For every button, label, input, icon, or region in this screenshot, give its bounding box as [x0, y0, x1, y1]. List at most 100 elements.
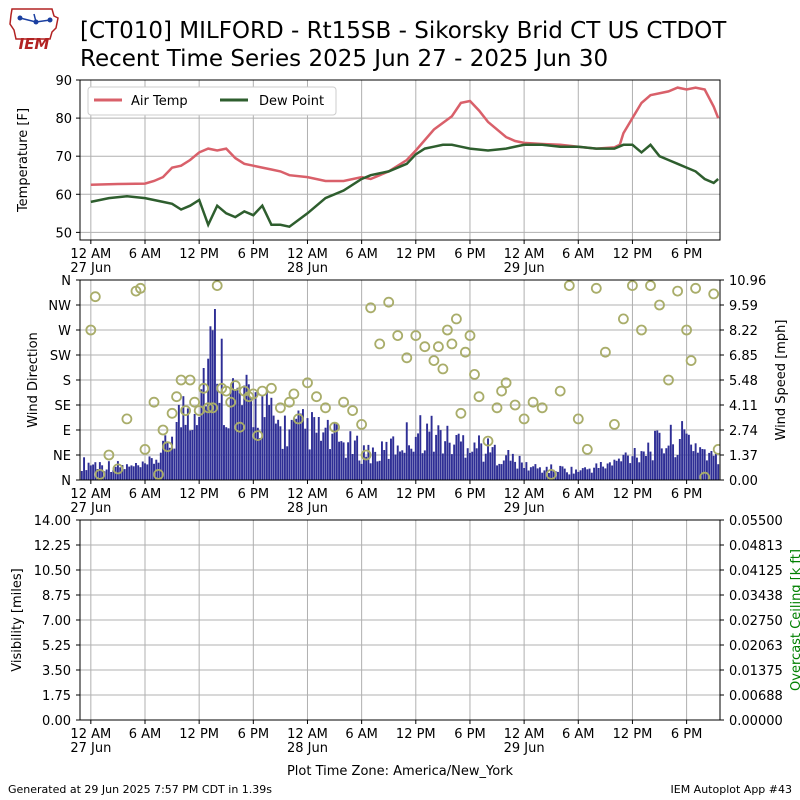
- wind-direction-point: [554, 385, 566, 397]
- wind-speed-bar: [148, 456, 151, 480]
- x-tick-label: 12 PM: [179, 727, 219, 742]
- speed-tick-label: 5.48: [729, 374, 758, 389]
- speed-tick-label: 9.59: [729, 299, 758, 314]
- wind-direction-point: [311, 391, 322, 403]
- wind-direction-point: [455, 407, 467, 419]
- wind-speed-bar: [631, 456, 634, 480]
- wind-direction-point: [256, 385, 268, 397]
- wind-direction-point: [229, 380, 241, 392]
- wind-speed-bar: [162, 440, 165, 480]
- ceiling-axis-label: Overcast Ceiling [k ft]: [789, 549, 800, 691]
- wind-speed-bar: [270, 397, 273, 480]
- x-tick-label: 12 AM: [504, 247, 545, 262]
- x-tick-label: 6 PM: [454, 487, 485, 502]
- wind-speed-bar: [283, 415, 286, 480]
- wind-speed-bar: [687, 434, 690, 480]
- wind-direction-point: [401, 352, 413, 364]
- wind-speed-bar: [561, 466, 564, 480]
- wind-speed-bar: [326, 419, 329, 480]
- wind-speed-bar: [286, 446, 289, 480]
- wind-speed-bar: [315, 432, 318, 480]
- wind-speed-bar: [570, 466, 573, 480]
- wind-speed-bar: [101, 465, 104, 480]
- x-tick-label: 12 AM: [287, 247, 328, 262]
- x-tick-label: 6 PM: [671, 487, 702, 502]
- wind-speed-bar: [110, 472, 113, 480]
- wind-speed-bar: [227, 428, 230, 480]
- wind-speed-bar: [622, 454, 625, 480]
- wind-direction-point: [509, 399, 521, 411]
- wind-speed-bar: [410, 448, 413, 480]
- wind-direction-point: [500, 377, 512, 389]
- wind-speed-bar: [489, 452, 492, 480]
- wind-speed-bar: [432, 451, 435, 480]
- wind-speed-bar: [191, 430, 194, 480]
- wind-speed-bar: [263, 417, 266, 480]
- wind-speed-bar: [304, 428, 307, 480]
- wind-speed-bar: [342, 442, 345, 480]
- wind-speed-bar: [663, 453, 665, 480]
- x-tick-label: 12 AM: [504, 487, 545, 502]
- wind-speed-bar: [365, 456, 368, 480]
- wind-speed-bar: [112, 469, 115, 480]
- timezone-label: Plot Time Zone: America/New_York: [286, 764, 514, 779]
- wind-direction-point: [274, 402, 286, 414]
- wind-speed-bar: [182, 396, 185, 480]
- wind-speed-bar: [500, 464, 503, 480]
- x-tick-label: 6 PM: [454, 727, 485, 742]
- x-tick-label: 6 PM: [671, 247, 702, 262]
- wind-direction-point: [681, 324, 692, 336]
- wind-speed-bar: [453, 444, 456, 480]
- wind-direction-point: [469, 368, 480, 380]
- wind-speed-bar: [324, 427, 327, 480]
- wind-direction-point: [590, 282, 602, 294]
- wind-speed-bar: [471, 451, 474, 480]
- wind-speed-bar: [615, 460, 618, 480]
- x-date-label: 27 Jun: [70, 261, 111, 276]
- wind-speed-bar: [218, 402, 221, 480]
- wind-speed-bar: [712, 455, 715, 480]
- wind-speed-bar: [87, 462, 90, 480]
- wind-speed-bar: [516, 468, 519, 480]
- wind-speed-bar: [606, 463, 609, 480]
- wind-speed-bar: [428, 431, 431, 480]
- wind-speed-bar: [520, 462, 523, 480]
- wind-direction-point: [482, 435, 494, 447]
- x-tick-label: 12 PM: [613, 247, 653, 262]
- wind-speed-bar: [640, 451, 643, 480]
- wind-speed-bar: [367, 444, 370, 480]
- x-tick-label: 6 AM: [345, 247, 378, 262]
- wind-direction-point: [572, 413, 584, 425]
- direction-tick-label: S: [63, 374, 71, 389]
- wind-speed-bar: [166, 441, 169, 480]
- wind-direction-point: [180, 405, 192, 417]
- wind-speed-bar: [473, 442, 476, 480]
- wind-speed-bar: [690, 444, 693, 480]
- visibility-tick-label: 7.00: [42, 614, 71, 629]
- wind-speed-bar: [408, 445, 410, 480]
- wind-direction-point: [459, 346, 471, 358]
- wind-direction-point: [162, 441, 174, 453]
- visibility-tick-label: 12.25: [34, 539, 71, 554]
- wind-speed-bar: [579, 470, 582, 480]
- wind-speed-bar: [696, 452, 699, 480]
- wind-speed-bar: [277, 419, 280, 480]
- wind-speed-bar: [288, 429, 291, 480]
- wind-speed-bar: [611, 465, 614, 480]
- direction-tick-label: N: [61, 474, 71, 489]
- y-tick-label: 50: [55, 226, 72, 241]
- wind-speed-bar: [626, 455, 629, 480]
- wind-speed-bar: [633, 448, 636, 480]
- wind-speed-bar: [590, 472, 593, 480]
- wind-speed-bar: [279, 426, 282, 480]
- wind-speed-bar: [387, 458, 390, 480]
- wind-speed-bar: [685, 433, 688, 480]
- wind-speed-bar: [423, 450, 426, 480]
- wind-speed-bar: [351, 454, 354, 480]
- wind-speed-bar: [376, 461, 379, 480]
- wind-direction-point: [338, 396, 350, 408]
- wind-speed-bar: [195, 425, 198, 480]
- wind-speed-bar: [247, 384, 250, 480]
- wind-speed-bar: [306, 418, 309, 480]
- wind-speed-bar: [184, 424, 187, 480]
